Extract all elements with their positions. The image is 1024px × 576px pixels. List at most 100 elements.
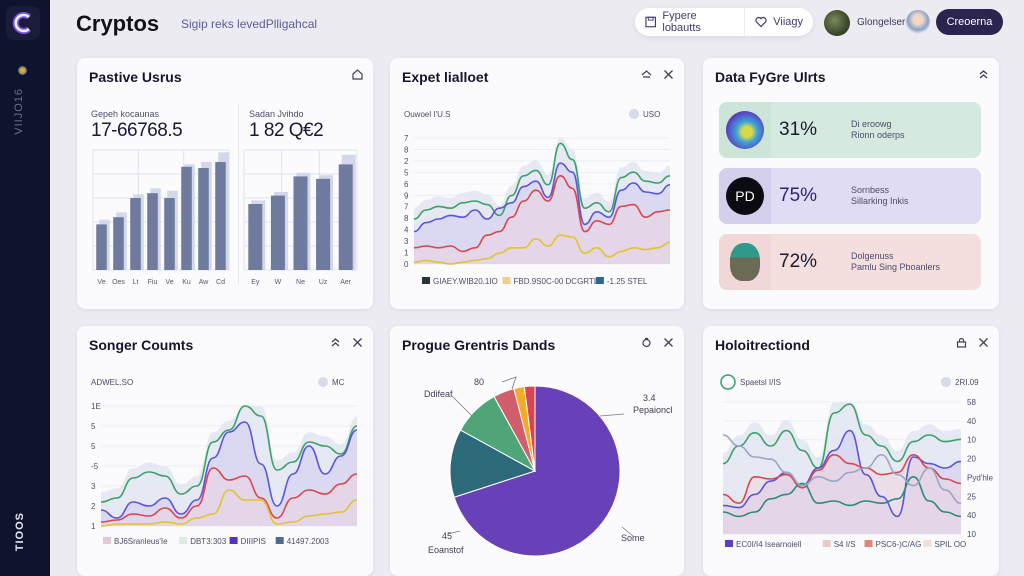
bar [338, 164, 353, 270]
legend-label: EC0I/I4 Isearnoiell [736, 540, 802, 549]
legend-label: FBD.9S0C-00 DCGRTL [514, 277, 599, 286]
legend-swatch [502, 277, 511, 284]
legend-dot [318, 377, 328, 387]
area-band [101, 422, 357, 526]
collapse-icon[interactable] [329, 336, 341, 348]
y-tick-label: 1E [91, 402, 101, 411]
legend-label: PSC6-)C/AG [876, 540, 922, 549]
series-line-slate [722, 434, 962, 504]
bar [316, 178, 331, 270]
sidebar-top-label[interactable]: VIIJO16 [13, 88, 25, 135]
series-line-blue [413, 162, 671, 233]
save-icon [645, 16, 656, 28]
bar [215, 162, 226, 270]
leader-line [501, 376, 517, 390]
legend-swatch [229, 537, 238, 544]
y-tick-label: Pyd'hle [967, 473, 994, 482]
legend-top-label: MC [332, 378, 345, 387]
app-logo[interactable] [6, 6, 40, 40]
close-icon[interactable] [351, 336, 363, 348]
x-tick-label: Ve [97, 279, 105, 286]
secondary-avatar[interactable] [906, 10, 930, 34]
y-tick-label: 10 [967, 436, 976, 445]
y-tick-label: 25 [967, 492, 976, 501]
metric-percent: 75% [779, 185, 818, 206]
metric-line1: Sornbess [851, 185, 890, 195]
metric-line2: Pamlu Sing Pboanlers [851, 262, 941, 272]
lock-icon[interactable] [955, 336, 967, 348]
y-tick-label: 10 [967, 530, 976, 539]
bar [293, 176, 308, 270]
close-icon[interactable] [662, 68, 674, 80]
y-tick-label: 5 [91, 422, 96, 431]
create-button[interactable]: Creoerna [936, 9, 1003, 35]
legend-swatch [103, 537, 111, 544]
metric-row[interactable]: 72% Dolgenuss Pamlu Sing Pboanlers [719, 234, 981, 290]
person-avatar-icon [730, 243, 760, 281]
legend-swatch [422, 277, 430, 284]
x-tick-label: Uz [319, 279, 328, 286]
metric-line2: Sillarking Inkis [851, 196, 909, 206]
pie-slice [449, 429, 537, 498]
user-avatar[interactable] [824, 10, 850, 36]
close-icon[interactable] [977, 336, 989, 348]
songer-line-chart: ADWEL.SO MC 1 2 3 -5 5 5 1E BJ6Sranleus'Ie DBT3:30… [91, 377, 358, 546]
y-tick-label: 5 [404, 168, 409, 177]
x-tick-label: Oes [112, 279, 125, 286]
positive-users-card: Pastive Usrus Gepeh kocaunas 17-66768.5 … [77, 58, 373, 309]
leader-line [451, 395, 473, 417]
metric-row[interactable]: PD 75% Sornbess Sillarking Inkis [719, 168, 981, 224]
metric-line1: Di eroowg [851, 119, 892, 129]
pie-annotation: Some [621, 533, 645, 543]
divider [238, 104, 239, 284]
save-button[interactable]: Fypere lobautts [635, 8, 744, 36]
refresh-icon[interactable] [640, 336, 652, 348]
area-band [414, 163, 670, 264]
pie-annotation: 3.4 [643, 393, 656, 403]
card-title: Pastive Usrus [89, 69, 182, 85]
legend-swatch [725, 540, 733, 547]
card-title: Progue Grentris Dands [402, 337, 556, 353]
chart-subtitle: Ouwoel I'U.S [404, 110, 450, 119]
user-name[interactable]: Glongelser [857, 17, 906, 28]
collapse-icon[interactable] [977, 68, 989, 80]
chart-subtitle: ADWEL.SO [91, 378, 133, 387]
area-band [723, 402, 961, 534]
series-line-teal [722, 475, 962, 518]
globe-avatar-icon [726, 111, 764, 149]
favorite-button[interactable]: Viiagy [744, 8, 813, 36]
close-icon[interactable] [662, 336, 674, 348]
legend-circle-icon [720, 374, 736, 390]
y-tick-label: 4 [404, 226, 409, 235]
series-line-red [413, 174, 671, 253]
y-tick-label: 9 [404, 191, 409, 200]
pie-annotation: Ddifeaf [424, 389, 453, 399]
songer-counts-card: Songer Coumts ADWEL.SO MC 1 2 3 -5 5 5 1E BJ6Sran… [77, 326, 373, 576]
home-icon[interactable] [640, 68, 652, 80]
card-title: Holoitrectiond [715, 337, 810, 353]
bar [198, 168, 209, 270]
status-dot-icon[interactable] [18, 66, 27, 75]
metric-line2: Rionn oderps [851, 130, 905, 140]
legend-label: GIAEY.WIB20.1IO [433, 277, 498, 286]
legend-dot [629, 109, 639, 119]
legend-label: DIIIPIS [241, 537, 266, 546]
y-tick-label: 20 [967, 455, 976, 464]
home-icon[interactable] [351, 68, 363, 80]
legend-label: SPIL OO [935, 540, 967, 549]
stat-label: Sadan Jvihdo [249, 109, 304, 119]
legend-label: DBT3:303 [190, 537, 227, 546]
sidebar-bottom-label[interactable]: TIOOS [14, 512, 26, 552]
y-tick-label: 0 [404, 260, 409, 269]
stat-label: Gepeh kocaunas [91, 109, 160, 119]
series-line-green [722, 403, 962, 469]
legend-swatch [179, 537, 188, 544]
stat-value: 17-66768.5 [91, 120, 183, 141]
metric-row[interactable]: 31% Di eroowg Rionn oderps [719, 102, 981, 158]
save-label: Fypere lobautts [662, 10, 701, 34]
favorite-label: Viiagy [773, 16, 803, 28]
legend-dot [941, 377, 951, 387]
x-tick-label: Ve [165, 279, 173, 286]
x-tick-label: Fiu [148, 279, 158, 286]
legend-label: -1.25 STEL [607, 277, 648, 286]
